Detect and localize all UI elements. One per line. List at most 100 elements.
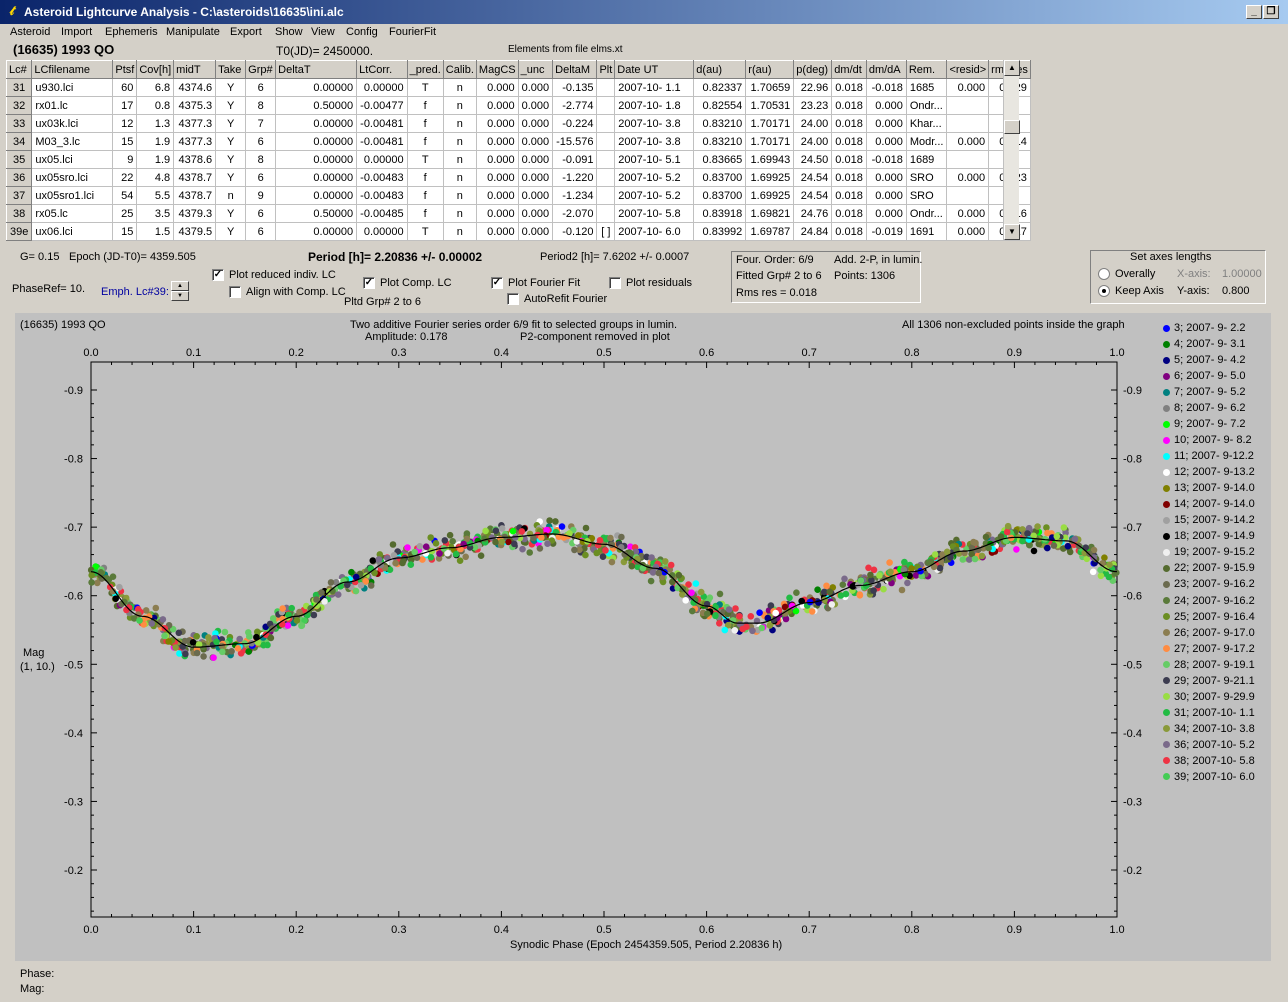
table-cell[interactable] <box>596 96 616 115</box>
table-cell[interactable]: Y <box>215 132 247 151</box>
table-cell[interactable]: n <box>442 132 477 151</box>
table-cell[interactable]: 9 <box>112 150 138 169</box>
table-cell[interactable]: 0.83665 <box>693 150 747 169</box>
table-cell[interactable]: 1.69821 <box>745 204 795 223</box>
column-header[interactable]: Cov[h] <box>136 60 175 79</box>
table-cell[interactable]: 0.00000 <box>275 168 358 187</box>
table-cell[interactable] <box>596 168 616 187</box>
table-cell[interactable]: 1689 <box>905 150 948 169</box>
y-axis-value[interactable]: 0.800 <box>1222 285 1250 297</box>
table-cell[interactable]: 0.000 <box>517 204 554 223</box>
table-cell[interactable]: 54 <box>112 186 138 205</box>
table-cell[interactable]: 0.018 <box>831 114 867 133</box>
table-cell[interactable]: 0.000 <box>517 96 554 115</box>
plot-reduced-checkbox[interactable]: ✓ <box>212 269 224 281</box>
table-cell[interactable]: 0.000 <box>865 186 907 205</box>
table-cell[interactable]: 9 <box>245 186 277 205</box>
table-cell[interactable]: 4378.7 <box>173 186 217 205</box>
menu-show[interactable]: Show <box>275 26 303 38</box>
table-cell[interactable]: 36 <box>5 168 33 187</box>
table-cell[interactable]: n <box>215 186 247 205</box>
overally-radio[interactable] <box>1098 268 1110 280</box>
table-cell[interactable]: Modr... <box>905 132 948 151</box>
table-cell[interactable]: 0.83210 <box>693 132 747 151</box>
table-cell[interactable]: 0.000 <box>475 204 519 223</box>
table-cell[interactable]: f <box>406 114 444 133</box>
table-cell[interactable] <box>946 114 990 133</box>
spin-up-button[interactable]: ▲ <box>171 281 189 291</box>
table-cell[interactable]: -1.220 <box>552 168 598 187</box>
table-cell[interactable]: 0.000 <box>517 222 554 241</box>
table-cell[interactable]: ux03k.lci <box>31 114 114 133</box>
table-cell[interactable]: 12 <box>112 114 138 133</box>
table-scrollbar[interactable]: ▲ ▼ <box>1003 60 1020 240</box>
table-cell[interactable]: -2.070 <box>552 204 598 223</box>
plot-residuals-checkbox[interactable] <box>609 277 621 289</box>
table-cell[interactable]: 2007-10- 5.2 <box>614 168 695 187</box>
table-cell[interactable]: 0.018 <box>831 150 867 169</box>
scroll-down-button[interactable]: ▼ <box>1004 224 1020 240</box>
table-cell[interactable]: 1.69925 <box>745 168 795 187</box>
table-cell[interactable]: 0.000 <box>517 78 554 97</box>
table-cell[interactable]: 0.018 <box>831 204 867 223</box>
table-cell[interactable]: ux06.lci <box>31 222 114 241</box>
table-cell[interactable]: f <box>406 186 444 205</box>
table-cell[interactable]: 0.018 <box>831 186 867 205</box>
table-cell[interactable]: 0.00000 <box>275 132 358 151</box>
table-cell[interactable]: 0.018 <box>831 168 867 187</box>
table-cell[interactable]: 0.000 <box>475 114 519 133</box>
table-cell[interactable]: n <box>442 168 477 187</box>
table-cell[interactable]: 0.000 <box>517 186 554 205</box>
table-cell[interactable]: -0.00483 <box>356 168 408 187</box>
table-cell[interactable]: 60 <box>112 78 138 97</box>
table-cell[interactable]: 4377.3 <box>173 132 217 151</box>
table-cell[interactable]: 38 <box>5 204 33 223</box>
table-cell[interactable]: 0.000 <box>517 132 554 151</box>
table-cell[interactable]: 24.54 <box>793 186 833 205</box>
table-cell[interactable]: 0.000 <box>946 78 990 97</box>
table-cell[interactable]: 1.70531 <box>745 96 795 115</box>
table-cell[interactable]: 24.76 <box>793 204 833 223</box>
table-cell[interactable]: 5.5 <box>136 186 175 205</box>
table-cell[interactable]: 0.00000 <box>275 186 358 205</box>
table-cell[interactable]: n <box>442 150 477 169</box>
table-cell[interactable]: 17 <box>112 96 138 115</box>
table-cell[interactable]: 0.83992 <box>693 222 747 241</box>
table-cell[interactable]: -0.018 <box>865 150 907 169</box>
table-cell[interactable]: 0.00000 <box>275 222 358 241</box>
column-header[interactable]: _pred. <box>406 60 444 79</box>
table-cell[interactable]: u930.lci <box>31 78 114 97</box>
table-cell[interactable]: Y <box>215 96 247 115</box>
restore-button[interactable]: ❐ <box>1263 5 1279 19</box>
column-header[interactable]: MagCS <box>475 60 519 79</box>
table-cell[interactable]: SRO <box>905 186 948 205</box>
table-cell[interactable]: 4378.7 <box>173 168 217 187</box>
align-checkbox[interactable] <box>229 286 241 298</box>
spin-down-button[interactable]: ▼ <box>171 291 189 301</box>
column-header[interactable]: <resid> <box>946 60 990 79</box>
table-cell[interactable]: 1.9 <box>136 150 175 169</box>
table-cell[interactable] <box>596 78 616 97</box>
table-cell[interactable]: -0.00481 <box>356 132 408 151</box>
table-row[interactable]: 37 ux05sro1.lci 54 5.5 4378.7 n 9 0.00000 -0.004… <box>5 186 1031 205</box>
table-cell[interactable]: 22 <box>112 168 138 187</box>
table-cell[interactable]: n <box>442 222 477 241</box>
table-cell[interactable]: 0.83918 <box>693 204 747 223</box>
table-cell[interactable]: Y <box>215 222 247 241</box>
table-cell[interactable]: 7 <box>245 114 277 133</box>
table-cell[interactable]: 1.70171 <box>745 114 795 133</box>
table-cell[interactable]: 35 <box>5 150 33 169</box>
table-cell[interactable]: 24.00 <box>793 132 833 151</box>
table-row[interactable]: 38 rx05.lc 25 3.5 4379.3 Y 6 0.50000 -0.00485 f n 0… <box>5 204 1031 223</box>
menu-config[interactable]: Config <box>346 26 378 38</box>
table-cell[interactable]: 0.00000 <box>275 150 358 169</box>
table-cell[interactable]: Y <box>215 114 247 133</box>
table-cell[interactable]: rx01.lc <box>31 96 114 115</box>
menu-manipulate[interactable]: Manipulate <box>166 26 220 38</box>
table-cell[interactable]: 2007-10- 6.0 <box>614 222 695 241</box>
table-cell[interactable] <box>596 204 616 223</box>
column-header[interactable]: Take <box>215 60 247 79</box>
table-cell[interactable]: n <box>442 78 477 97</box>
table-cell[interactable] <box>946 96 990 115</box>
